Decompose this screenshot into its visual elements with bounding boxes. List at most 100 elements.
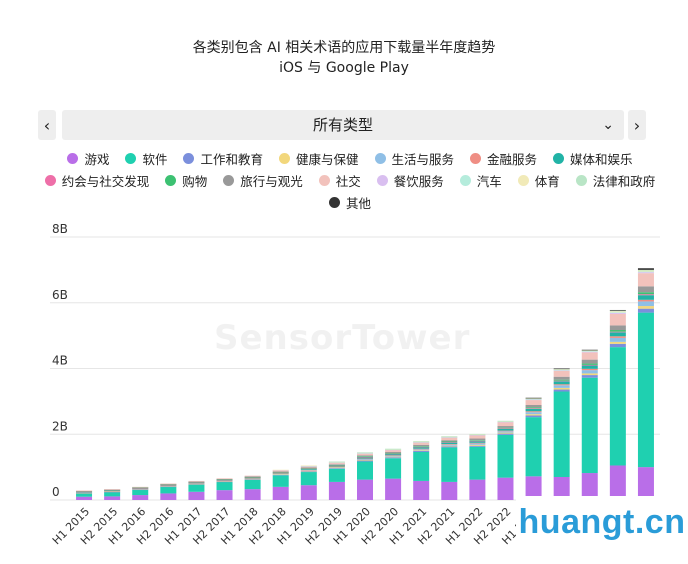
bar-segment (244, 475, 261, 477)
legend-label: 健康与保健 (295, 151, 359, 167)
legend-swatch (318, 174, 330, 186)
bar-segment (581, 377, 598, 474)
legend-swatch (376, 174, 388, 186)
bar-segment (581, 365, 598, 369)
bar-segment (300, 468, 317, 469)
bar-segment (357, 455, 373, 457)
bar-segment (132, 488, 149, 490)
category-select[interactable]: 所有类型 ⌄ (62, 110, 624, 140)
bar-segment (581, 363, 598, 365)
bar-segment (441, 441, 458, 443)
prev-button[interactable]: ‹ (38, 110, 56, 140)
bar-segment (300, 471, 317, 473)
y-tick-label: 4B (52, 354, 68, 368)
bar-segment (609, 310, 626, 312)
bar-segment (300, 469, 317, 471)
bar-segment (553, 380, 570, 382)
bar-segment (469, 445, 486, 447)
legend-item[interactable]: 汽车 (459, 171, 502, 190)
bar-segment (413, 480, 430, 500)
bar-segment (272, 470, 289, 471)
bar-segment (104, 490, 121, 491)
bar-segment (300, 465, 317, 467)
bar-segment (609, 325, 626, 331)
bar-segment (553, 376, 570, 380)
bar-segment (385, 457, 402, 459)
bar-segment (300, 472, 317, 486)
bar-segment (300, 485, 317, 500)
legend-item[interactable]: 社交 (318, 171, 361, 190)
bar-segment (637, 312, 654, 468)
bar-segment (272, 472, 289, 473)
legend-item[interactable]: 法律和政府 (575, 171, 656, 190)
legend-item[interactable]: 工作和教育 (183, 149, 263, 168)
bar-segment (497, 421, 514, 423)
bar-segment (413, 441, 430, 443)
legend-item[interactable]: 健康与保健 (278, 149, 359, 168)
legend-item[interactable]: 生活与服务 (374, 149, 454, 168)
bar-segment (469, 435, 486, 439)
bar-segment (413, 451, 430, 453)
bar-segment (413, 444, 430, 447)
legend-item[interactable]: 其他 (328, 193, 371, 212)
bar-segment (525, 408, 542, 412)
bar-segment (272, 474, 289, 476)
bar-segment (188, 483, 205, 484)
bar-segment (328, 462, 345, 465)
legend-item[interactable]: 旅行与观光 (223, 171, 303, 190)
bar-segment (300, 470, 317, 471)
bar-segment (553, 369, 570, 370)
legend-item[interactable]: 餐饮服务 (376, 171, 444, 190)
bar-segment (553, 368, 570, 370)
legend-label: 软件 (142, 151, 168, 167)
bar-segment (357, 452, 373, 454)
bar-segment (104, 489, 121, 490)
bar-segment (525, 476, 542, 500)
bar-segment (553, 476, 570, 500)
bar-segment (76, 496, 93, 500)
bar-segment (76, 491, 93, 493)
bar-segment (132, 487, 149, 489)
chevron-left-icon: ‹ (43, 115, 51, 135)
bar-segment (104, 490, 121, 492)
legend-label: 体育 (534, 173, 560, 189)
bar-segment (76, 492, 93, 494)
bar-segment (441, 436, 458, 437)
legend-item[interactable]: 游戏 (67, 149, 109, 168)
bar-segment (581, 350, 598, 351)
bar-segment (581, 351, 598, 352)
bar-segment (553, 370, 570, 377)
bar-segment (497, 422, 514, 427)
y-tick-label: 2B (52, 419, 68, 433)
legend-label: 法律和政府 (592, 173, 656, 189)
bar-segment (497, 432, 514, 434)
legend-row: 其他 (40, 191, 660, 213)
bar-segment (272, 473, 289, 474)
bar-segment (357, 457, 373, 459)
bar-segment (216, 490, 233, 500)
legend-swatch (517, 174, 529, 186)
bar-segment (300, 467, 317, 469)
bar-segment (244, 478, 261, 480)
bar-segment (328, 466, 345, 468)
bar-segment (553, 370, 570, 371)
bar-segment (581, 352, 598, 360)
legend-item[interactable]: 金融服务 (470, 149, 537, 168)
legend-item[interactable]: 媒体和娱乐 (553, 149, 633, 168)
bar-segment (469, 434, 486, 435)
bar-segment (357, 461, 373, 480)
legend-item[interactable]: 购物 (165, 171, 207, 190)
bar-segment (76, 492, 93, 494)
bar-segment (609, 332, 626, 337)
bar-segment (104, 491, 121, 492)
bar-segment (441, 442, 458, 443)
next-button[interactable]: › (628, 110, 646, 140)
bar-segment (525, 415, 542, 418)
bar-segment (413, 450, 430, 452)
bar-segment (160, 485, 177, 487)
legend-swatch (183, 152, 195, 164)
bar-segment (132, 487, 149, 489)
legend-item[interactable]: 软件 (125, 149, 167, 168)
legend-item[interactable]: 约会与社交发现 (44, 171, 149, 190)
legend-item[interactable]: 体育 (517, 171, 560, 190)
